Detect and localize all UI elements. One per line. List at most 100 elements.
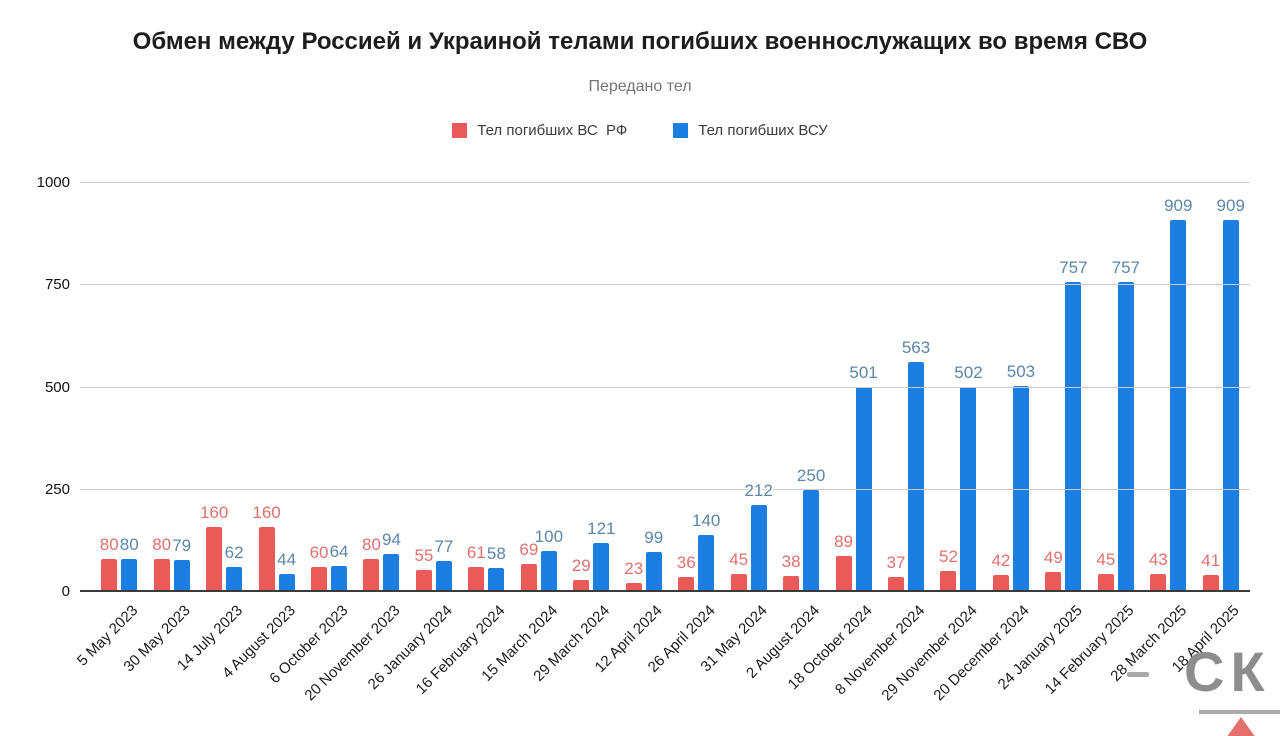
x-tick-label: 16 February 2024 — [412, 602, 509, 698]
legend-item-vsu: Тел погибших ВСУ — [673, 122, 828, 139]
bar-rf: 45 — [729, 550, 748, 592]
data-label: 61 — [466, 543, 486, 563]
x-tick-label: 20 December 2024 — [930, 602, 1033, 705]
data-label: 43 — [1148, 550, 1168, 570]
data-label: 501 — [849, 363, 878, 383]
bar-vsu: 77 — [434, 537, 453, 592]
y-tick-label: 250 — [44, 480, 70, 498]
bar-rf: 52 — [939, 547, 958, 592]
y-tick-label: 1000 — [36, 174, 70, 191]
bar-rf: 160 — [252, 503, 281, 592]
data-label: 79 — [172, 535, 192, 555]
bar-vsu: 62 — [225, 543, 244, 592]
data-label: 160 — [199, 502, 229, 522]
gridline-1000 — [80, 182, 1250, 183]
data-label: 42 — [991, 550, 1011, 570]
watermark-logo-text: СК — [1184, 640, 1271, 703]
bar-rf: 80 — [100, 535, 119, 592]
data-label: 41 — [1201, 551, 1221, 571]
bar-group: 37 563 8 November 2024 — [832, 183, 932, 699]
bar-vsu: 79 — [172, 536, 191, 592]
data-label: 121 — [587, 518, 616, 538]
data-label: 563 — [901, 337, 931, 357]
watermark-underline — [1199, 710, 1280, 714]
bar-group: 80 94 20 November 2023 — [301, 183, 407, 705]
bar-vsu: 140 — [692, 511, 720, 592]
data-label: 757 — [1111, 258, 1141, 278]
bar-group: 160 62 14 July 2023 — [174, 183, 250, 675]
bar-rf: 49 — [1044, 548, 1063, 592]
y-tick-label: 0 — [61, 583, 70, 600]
bar-rf: 38 — [782, 552, 801, 592]
bar-vsu: 757 — [1059, 258, 1088, 592]
data-label: 160 — [252, 502, 281, 522]
bar-group: 45 212 31 May 2024 — [697, 183, 774, 675]
bar-group: 42 503 20 December 2024 — [931, 183, 1037, 704]
y-tick-label: 500 — [44, 378, 70, 396]
bar-group: 45 757 14 February 2025 — [1042, 183, 1142, 697]
bar-vsu: 44 — [277, 550, 296, 592]
bar-group: 36 140 26 April 2024 — [644, 183, 722, 676]
data-label: 757 — [1059, 258, 1088, 278]
data-label: 100 — [534, 527, 564, 547]
bar-vsu: 563 — [902, 338, 930, 592]
x-tick-label: 8 November 2024 — [831, 602, 929, 699]
bar-vsu: 64 — [330, 542, 348, 592]
bar-group: 61 58 16 February 2024 — [413, 183, 512, 698]
bar-rf: 29 — [572, 556, 591, 592]
bar-vsu: 909 — [1164, 196, 1192, 592]
legend: Тел погибших ВС РФ Тел погибших ВСУ — [0, 122, 1280, 139]
y-axis-labels: 0 250 500 750 1000 — [0, 174, 70, 600]
bar-group: 60 64 6 October 2023 — [266, 183, 355, 687]
bar-vsu: 94 — [382, 530, 401, 592]
bar-group: 80 79 30 May 2023 — [120, 183, 197, 675]
data-label: 80 — [362, 535, 381, 555]
watermark-triangle-icon — [1226, 717, 1256, 736]
data-label: 212 — [744, 481, 773, 501]
data-label: 36 — [676, 553, 696, 573]
plot-area: 80 80 5 May 2023 80 79 30 May 2023 160 62 14 Jul… — [74, 182, 1250, 705]
data-label: 250 — [796, 465, 826, 485]
data-label: 64 — [329, 541, 349, 561]
data-label: 62 — [224, 542, 244, 562]
data-label: 44 — [277, 550, 297, 570]
x-tick-label: 29 November 2024 — [878, 602, 981, 705]
data-label: 60 — [309, 543, 329, 563]
data-label: 909 — [1216, 196, 1245, 216]
legend-swatch-red-icon — [452, 123, 468, 138]
bar-rf: 23 — [624, 559, 643, 592]
bar-group: 160 44 4 August 2023 — [219, 183, 302, 682]
data-label: 23 — [624, 558, 644, 578]
bar-vsu: 121 — [587, 519, 615, 592]
bar-group: 69 100 15 March 2024 — [478, 183, 565, 685]
data-label: 49 — [1043, 547, 1063, 567]
data-label: 502 — [954, 362, 983, 382]
bar-rf: 69 — [519, 540, 538, 592]
data-label: 99 — [644, 527, 664, 547]
bar-vsu: 99 — [644, 528, 663, 592]
bar-rf: 37 — [887, 553, 905, 592]
bar-group: 29 121 29 March 2024 — [531, 183, 617, 685]
data-label: 909 — [1164, 196, 1193, 216]
watermark-dash — [1127, 672, 1149, 677]
bar-rf: 45 — [1096, 550, 1115, 592]
bar-group: 89 501 18 October 2024 — [785, 183, 879, 693]
data-label: 37 — [886, 552, 906, 572]
gridline-250 — [80, 488, 1250, 490]
bar-rf: 60 — [310, 543, 328, 592]
bar-group: 49 757 24 January 2025 — [994, 183, 1089, 693]
data-label: 45 — [729, 549, 749, 569]
data-label: 69 — [519, 539, 539, 559]
chart-subtitle: Передано тел — [588, 78, 692, 95]
bar-group: 55 77 26 January 2024 — [365, 183, 460, 694]
legend-label-rf: Тел погибших ВС РФ — [477, 122, 628, 139]
legend-swatch-blue-icon — [673, 123, 689, 138]
bar-vsu: 250 — [797, 466, 825, 592]
bar-rf: 160 — [200, 503, 228, 592]
bar-group: 41 909 18 April 2025 — [1169, 183, 1247, 676]
data-label: 503 — [1006, 362, 1036, 382]
gridline-500 — [80, 386, 1250, 388]
bar-rf: 80 — [152, 535, 171, 592]
bar-vsu: 80 — [120, 535, 139, 592]
